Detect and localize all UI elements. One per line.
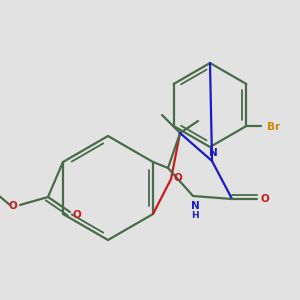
- Text: H: H: [191, 212, 199, 220]
- Text: Br: Br: [267, 122, 280, 132]
- Text: O: O: [9, 201, 17, 211]
- Text: O: O: [261, 194, 269, 204]
- Text: O: O: [174, 173, 182, 183]
- Text: N: N: [191, 201, 200, 211]
- Text: N: N: [209, 148, 218, 158]
- Text: O: O: [73, 210, 81, 220]
